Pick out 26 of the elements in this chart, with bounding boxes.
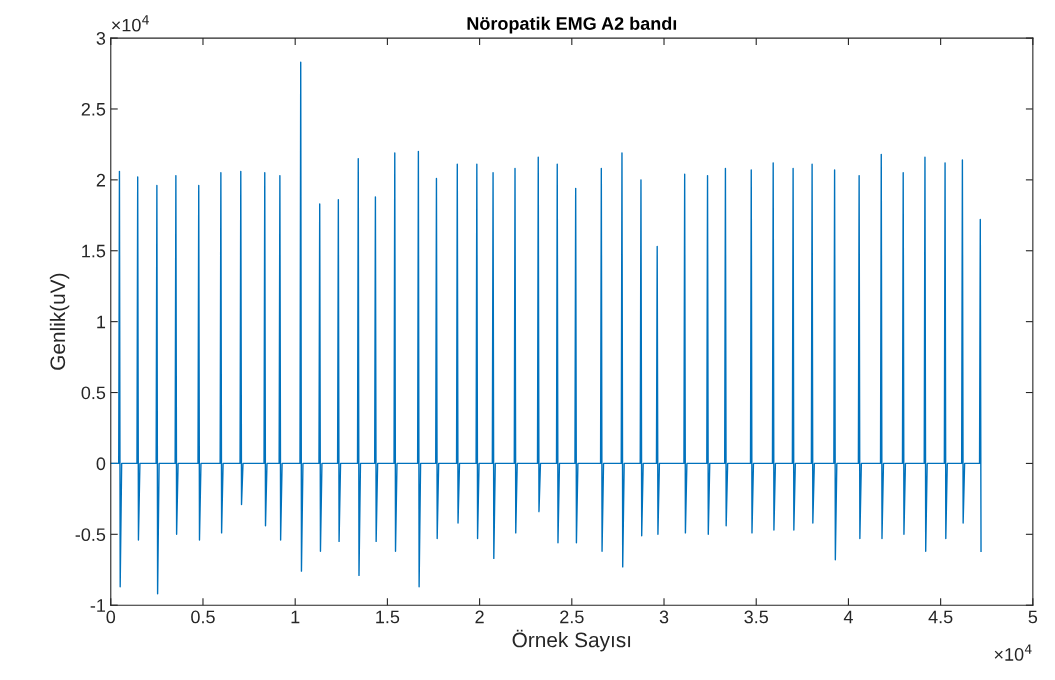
x-tick-label: 5 xyxy=(1028,610,1038,624)
y-tick-label: 1 xyxy=(97,315,106,329)
y-tick-label: 1.5 xyxy=(82,244,106,258)
y-tick-label: -0.5 xyxy=(75,528,106,542)
line-series xyxy=(110,61,982,595)
x-tick-label: 3 xyxy=(659,610,669,624)
y-tick-label: 2 xyxy=(96,173,106,187)
x-tick-label: 2 xyxy=(475,610,484,624)
y-tick-label: 2.5 xyxy=(81,102,106,116)
chart-title: Nöropatik EMG A2 bandı xyxy=(467,16,677,34)
y-tick-label: 0.5 xyxy=(81,386,106,400)
x-axis-title: Örnek Sayısı xyxy=(512,629,631,652)
x-tick-label: 2.5 xyxy=(560,610,584,624)
x-tick-label: 1 xyxy=(291,610,300,624)
x-tick-label: 4 xyxy=(843,610,853,624)
x-tick-label: 1.5 xyxy=(376,610,400,624)
x-tick-label: 4.5 xyxy=(928,610,953,624)
x-tick-label: 0 xyxy=(106,610,116,624)
y-axis-title: Genlik(uV) xyxy=(49,273,70,370)
x-tick-label: 3.5 xyxy=(744,610,769,624)
y-tick-label: -1 xyxy=(90,599,106,612)
y-tick-label: 0 xyxy=(96,457,106,471)
y-tick-label: 3 xyxy=(96,32,106,45)
text: ×10$^{4}$ xyxy=(112,15,149,32)
text: ×10$^{4}$ xyxy=(994,644,1032,661)
x-tick-label: 0.5 xyxy=(191,610,215,624)
